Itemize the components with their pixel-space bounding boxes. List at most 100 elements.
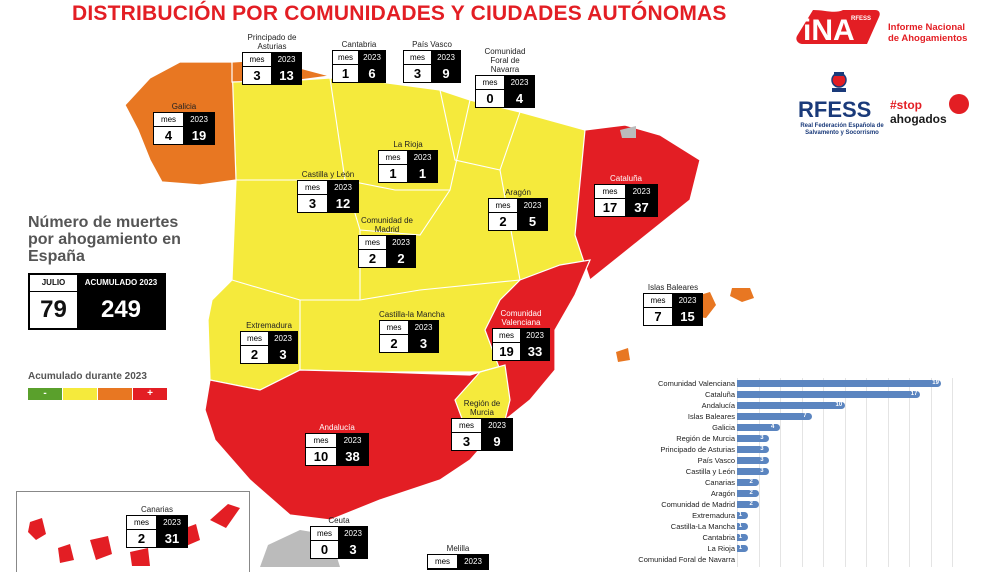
mes-value: 3 [404,65,432,82]
year-header: 2023 [269,332,297,346]
ranking-label: Cantabria [702,533,735,542]
region-name: Comunidad de Madrid [360,216,414,234]
ytd-value: 31 [157,530,187,547]
grid-line [780,378,781,567]
canarias-islands [28,504,240,566]
year-header: 2023 [482,419,512,433]
year-header: 2023 [387,236,415,250]
mes-header: mes [595,185,626,199]
year-header: 2023 [339,527,367,541]
ranking-value: 2 [749,490,753,496]
region-name: Melilla [446,544,470,553]
rfess-mark: RFESS [798,97,871,122]
stat-galicia: Galicia mes 2023 4 19 [153,102,215,145]
total-title: Número de muertes por ahogamiento en Esp… [28,214,181,265]
stat-navarra: Comunidad Foral de Navarra mes 2023 0 4 [475,47,535,108]
stat-baleares: Islas Baleares mes 2023 7 15 [643,283,703,326]
ranking-value: 4 [771,424,775,430]
stop-hashtag: #stop [890,98,922,112]
stat-cantabria: Cantabria mes 2023 1 6 [332,40,386,83]
mes-header: mes [243,53,272,67]
mes-value: 17 [595,199,626,216]
legend-swatch-mid-high [98,388,132,400]
ranking-chart: Comunidad Valenciana 19 Cataluña 17 Andalucí… [630,378,960,567]
year-header: 2023 [409,321,438,335]
mes-header: mes [493,329,521,343]
mes-header: mes [379,151,408,165]
mes-header: mes [127,516,157,530]
ranking-value: 1 [738,534,743,540]
year-header: 2023 [505,76,534,90]
region-name: Comunidad Valenciana [500,309,542,327]
ranking-label: Cataluña [704,390,735,399]
grid-line [952,378,953,567]
ytd-value: 6 [359,65,385,82]
ina-logo: iNA RFESS [796,10,880,46]
ranking-row: Principado de Asturias 3 [630,444,960,455]
ranking-bar [737,545,748,552]
ytd-value: 13 [272,67,301,84]
legend-swatch-low: - [28,388,62,400]
ranking-label: Galicia [712,423,735,432]
ranking-value: 10 [835,402,843,408]
ranking-label: Canarias [704,478,735,487]
stop-ahogados-badge: #stop ahogados [890,94,969,126]
region-name: Andalucía [319,423,355,432]
ranking-label: Castilla-La Mancha [670,522,735,531]
month-label: JULIO [30,275,78,292]
ranking-bar [737,413,813,420]
ytd-value: 1 [408,165,437,182]
year-header: 2023 [626,185,657,199]
grid-line [887,378,889,567]
stat-madrid: Comunidad de Madrid mes 2023 2 2 [358,216,416,268]
year-header: 2023 [337,434,368,448]
ytd-value: 3 [269,346,297,363]
mes-value: 2 [127,530,157,547]
ranking-bar [737,534,748,541]
stat-canarias: Canarias mes 2023 2 31 [126,505,188,548]
stat-aragon: Aragón mes 2023 2 5 [488,188,548,231]
mes-value: 3 [298,195,328,212]
ranking-label: Comunidad Foral de Navarra [638,555,735,564]
region-name: Galicia [171,102,197,111]
mes-header: mes [333,51,359,65]
rfess-subtitle: Real Federación Española de Salvamento y… [800,123,884,136]
ytd-label: ACUMULADO 2023 [78,275,164,292]
region-name: Islas Baleares [647,283,699,292]
ranking-row: Extremadura 1 [630,510,960,521]
mes-header: mes [359,236,387,250]
ranking-value: 1 [738,545,743,551]
region-name: Cataluña [609,174,643,183]
year-header: 2023 [359,51,385,65]
month-total: 79 [30,292,78,328]
stat-extremadura: Extremadura mes 2023 2 3 [240,321,298,364]
ytd-value: 38 [337,448,368,465]
ranking-row: Castilla y León 3 [630,466,960,477]
ranking-label: Comunidad Valenciana [658,379,735,388]
ranking-bar [737,380,942,387]
mes-header: mes [489,199,518,213]
region-name: Principado de Asturias [247,33,297,51]
ytd-value: 3 [409,335,438,352]
ranking-label: Islas Baleares [687,412,735,421]
ytd-value: 9 [432,65,460,82]
ranking-value: 2 [749,501,753,507]
stat-la-rioja: La Rioja mes 2023 1 1 [378,140,438,183]
region-name: Canarias [140,505,173,514]
year-header: 2023 [157,516,187,530]
ranking-value: 1 [738,512,743,518]
ranking-bar [737,391,920,398]
stat-castilla-leon: Castilla y León mes 2023 3 12 [297,170,359,213]
rfess-logo: RFESS [798,72,871,122]
mes-value: 2 [241,346,269,363]
ytd-total: 249 [78,292,164,328]
grid-line [930,378,932,567]
ranking-row: Galicia 4 [630,422,960,433]
ranking-row: Cataluña 17 [630,389,960,400]
ranking-row: Comunidad Valenciana 19 [630,378,960,389]
ranking-row: La Rioja 1 [630,543,960,554]
ytd-value: 3 [339,541,367,558]
ranking-value: 3 [760,446,764,452]
stat-pais-vasco: País Vasco mes 2023 3 9 [403,40,461,83]
mes-header: mes [241,332,269,346]
